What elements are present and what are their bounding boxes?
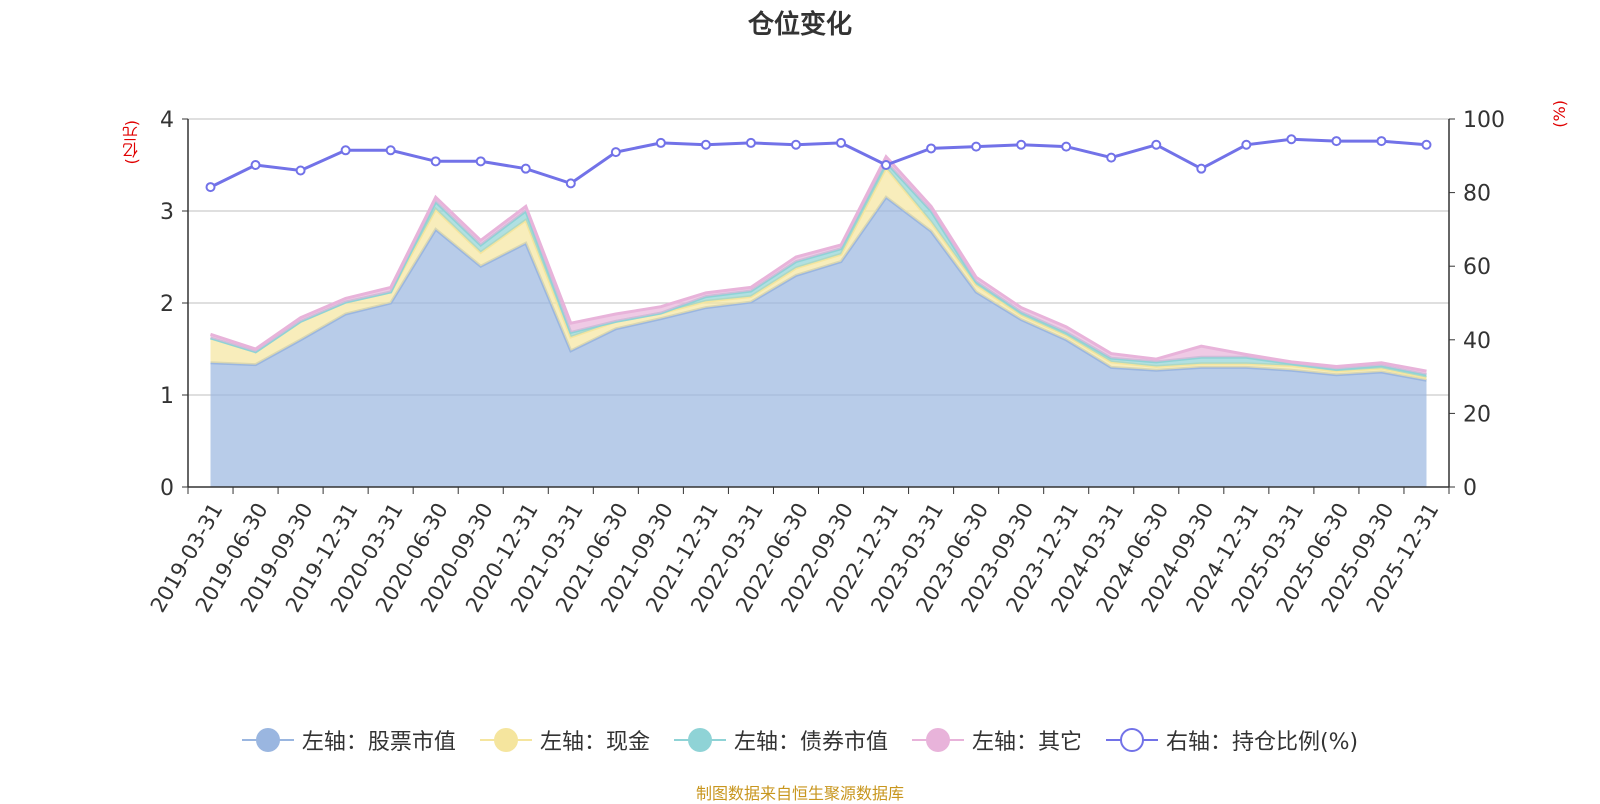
line-point — [1286, 134, 1297, 145]
line-point — [745, 137, 756, 148]
line-point — [430, 156, 441, 167]
area-左轴：股票市值 — [210, 197, 1427, 487]
legend-swatch — [479, 728, 532, 752]
y-left-tick-label: 1 — [160, 384, 174, 409]
legend-item[interactable]: 左轴：债券市值 — [673, 724, 888, 756]
y-left-tick-label: 0 — [160, 476, 174, 501]
line-point — [340, 145, 351, 156]
source-note: 制图数据来自恒生聚源数据库 — [695, 784, 904, 803]
legend-item[interactable]: 左轴：其它 — [911, 724, 1082, 756]
y-right-tick-label: 0 — [1463, 476, 1477, 501]
line-point — [700, 139, 711, 150]
chart-title: 仓位变化 — [747, 10, 852, 40]
legend-swatch — [911, 728, 964, 752]
line-point — [205, 182, 216, 193]
line-point — [1241, 139, 1252, 150]
line-point — [1016, 139, 1027, 150]
line-point — [610, 147, 621, 158]
line-point — [250, 160, 261, 170]
legend-item[interactable]: 左轴：股票市值 — [241, 724, 456, 756]
y-right-tick-label: 20 — [1463, 402, 1491, 427]
line-point — [1421, 139, 1432, 150]
line-point — [926, 143, 937, 154]
y-left-tick-label: 2 — [160, 292, 174, 317]
line-point — [1376, 136, 1387, 147]
line-point — [881, 160, 892, 170]
legend-item[interactable]: 左轴：现金 — [479, 724, 650, 756]
y-left-tick-label: 4 — [160, 108, 174, 133]
legend-swatch — [1105, 728, 1158, 752]
legend-swatch — [241, 728, 294, 752]
line-point — [1151, 139, 1162, 150]
legend-label: 左轴：债券市值 — [733, 730, 888, 755]
line-point — [520, 163, 531, 174]
legend-label: 左轴：股票市值 — [301, 730, 456, 755]
line-point — [565, 178, 576, 189]
line-point — [1106, 152, 1117, 163]
legend-swatch — [673, 728, 726, 752]
y-right-tick-label: 60 — [1463, 255, 1491, 280]
legend-label: 右轴：持仓比例(%) — [1165, 730, 1359, 755]
line-右轴：持仓比例(%) — [209, 137, 1427, 189]
line-point — [971, 141, 982, 152]
legend-item[interactable]: 右轴：持仓比例(%) — [1105, 724, 1359, 756]
line-point — [1061, 141, 1072, 152]
y-right-tick-label: 40 — [1463, 329, 1491, 354]
line-point — [1331, 136, 1342, 147]
legend-label: 左轴：现金 — [539, 730, 650, 755]
y-right-tick-label: 100 — [1463, 108, 1505, 133]
line-point — [475, 156, 486, 167]
line-point — [790, 139, 801, 150]
line-point — [295, 165, 306, 176]
line-point — [655, 137, 666, 148]
y-left-tick-label: 3 — [160, 200, 174, 225]
line-point — [836, 137, 847, 148]
legend: 左轴：股票市值 左轴：现金 左轴：债券市值 左轴：其它 右轴：持仓比例(%) — [0, 722, 1600, 758]
y-right-tick-label: 80 — [1463, 182, 1491, 207]
legend-label: 左轴：其它 — [971, 730, 1082, 755]
area-edge-左轴：其它 — [210, 154, 1427, 373]
line-point — [385, 145, 396, 156]
line-point — [1196, 163, 1207, 174]
